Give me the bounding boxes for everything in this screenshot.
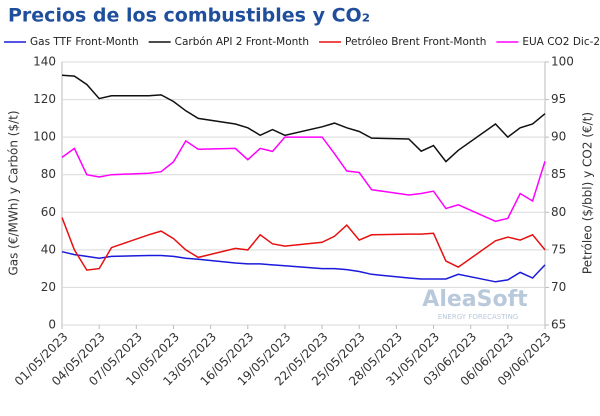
y-tick-label: 80 — [41, 167, 56, 181]
series-line — [61, 250, 546, 283]
chart-title: Precios de los combustibles y CO₂ — [8, 5, 370, 27]
watermark-sub: ENERGY FORECASTING — [438, 313, 518, 321]
plot-frame — [61, 61, 546, 326]
y2-tick-label: 80 — [551, 205, 566, 219]
y-tick-label: 60 — [41, 205, 56, 219]
watermark: AleaSoft — [422, 287, 528, 312]
y2-tick-label: 65 — [551, 318, 566, 332]
legend-label: Gas TTF Front-Month — [30, 36, 139, 48]
y-tick-label: 120 — [33, 92, 56, 106]
y-tick-label: 100 — [33, 130, 56, 144]
y2-tick-label: 70 — [551, 280, 566, 294]
y-tick-label: 0 — [48, 318, 56, 332]
y2-tick-label: 95 — [551, 92, 566, 106]
y2-axis-label: Petróleo ($/bbl) y CO2 (€/t) — [581, 112, 595, 274]
series-line — [61, 74, 546, 163]
y2-tick-label: 100 — [551, 55, 574, 69]
series-line — [61, 136, 546, 223]
legend-label: Petróleo Brent Front-Month — [345, 36, 486, 48]
y2-tick-label: 85 — [551, 167, 566, 181]
legend-label: EUA CO2 Dic-23 — [522, 36, 600, 48]
y-axis-label: Gas (€/MWh) y Carbón ($/t) — [7, 110, 21, 275]
y2-tick-label: 75 — [551, 242, 566, 256]
y2-tick-label: 90 — [551, 130, 566, 144]
series-line — [61, 217, 546, 271]
legend-label: Carbón API 2 Front-Month — [175, 36, 309, 48]
y-tick-label: 140 — [33, 55, 56, 69]
y-tick-label: 40 — [41, 242, 56, 256]
y-tick-label: 20 — [41, 280, 56, 294]
